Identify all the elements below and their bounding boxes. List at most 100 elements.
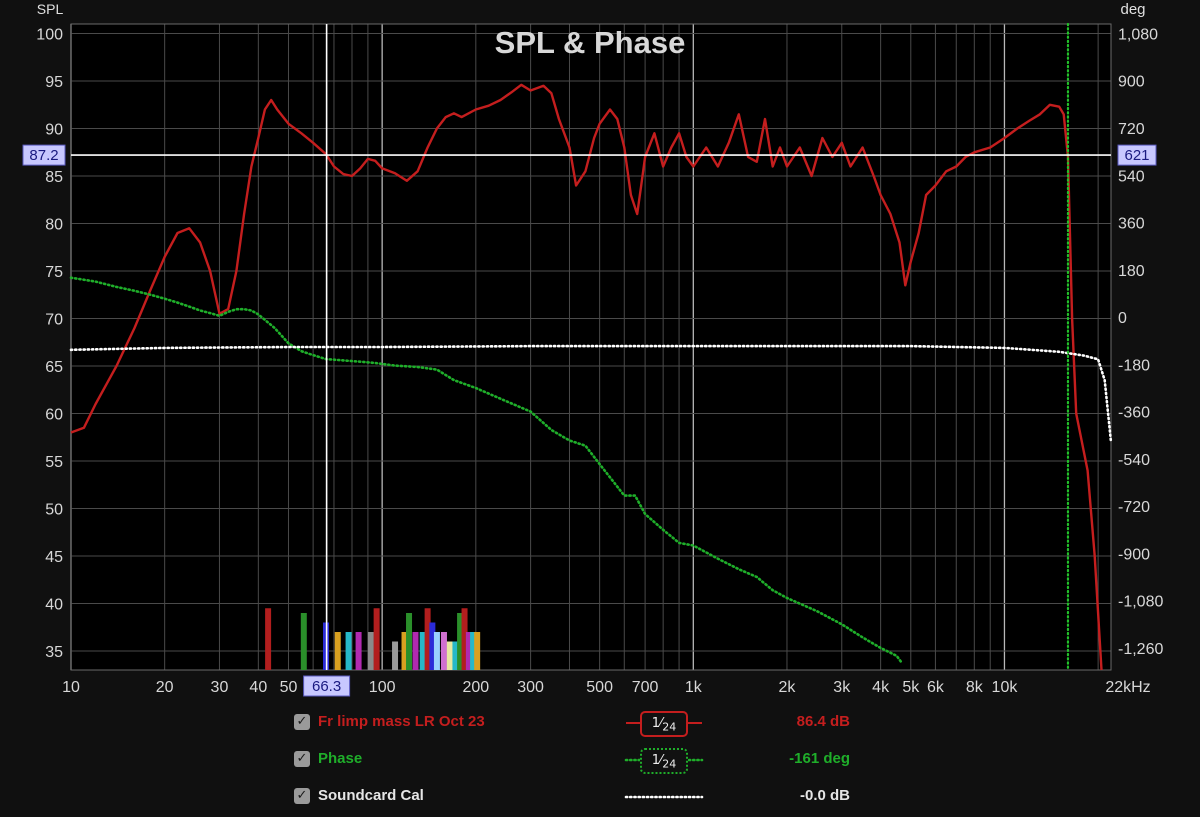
y-left-tick-label: 90 <box>45 122 63 139</box>
x-tick-label: 10 <box>62 679 80 696</box>
impulse-bar <box>452 641 459 670</box>
impulse-bar <box>433 632 440 670</box>
smoothing-denominator: 24 <box>662 720 677 734</box>
cursor-frequency-readout: 66.3 <box>312 678 341 695</box>
smoothing-numerator: 1 <box>651 753 661 768</box>
smoothing-slash: ⁄ <box>660 716 663 731</box>
impulse-bar <box>392 641 399 670</box>
legend-row: ✓ Fr limp mass LR Oct 23 1⁄24 86.4 dB <box>294 710 894 737</box>
x-tick-label: 10k <box>992 679 1019 696</box>
legend-line-swatch[interactable]: 1⁄24 <box>624 710 704 737</box>
impulse-bar <box>406 613 413 670</box>
y-left-tick-label: 35 <box>45 644 63 661</box>
y-left-tick-label: 85 <box>45 169 63 186</box>
cursor-spl-readout: 87.2 <box>29 147 58 164</box>
cursor-phase-readout-box <box>1117 144 1157 166</box>
y-left-tick-label: 70 <box>45 312 63 329</box>
smoothing-slash: ⁄ <box>660 753 663 768</box>
x-tick-label: 5k <box>902 679 920 696</box>
impulse-bar <box>440 632 447 670</box>
spl-line <box>70 83 1103 671</box>
impulse-bar <box>419 632 426 670</box>
y-right-tick-label: 360 <box>1118 216 1145 233</box>
legend-line-swatch[interactable] <box>624 784 704 810</box>
y-right-axis-title: deg <box>1120 1 1145 18</box>
smoothing-numerator: 1 <box>651 716 661 731</box>
x-tick-label: 100 <box>369 679 396 696</box>
y-right-tick-label: 0 <box>1118 310 1127 327</box>
legend-value: 86.4 dB <box>796 713 850 730</box>
impulse-bar <box>265 608 272 670</box>
x-tick-label: 2k <box>779 679 797 696</box>
x-tick-label: 200 <box>462 679 489 696</box>
x-axis-unit-label: 22kHz <box>1105 679 1150 696</box>
y-right-tick-label: -720 <box>1118 499 1150 516</box>
x-tick-label: 20 <box>156 679 174 696</box>
soundcard-cal-line <box>69 344 1113 444</box>
y-right-tick-label: 900 <box>1118 74 1145 91</box>
cursor-phase-readout: 621 <box>1124 147 1149 164</box>
y-right-tick-label: 720 <box>1118 121 1145 138</box>
x-tick-label: 500 <box>586 679 613 696</box>
x-tick-label: 8k <box>966 679 984 696</box>
y-right-tick-label: -360 <box>1118 405 1150 422</box>
y-right-tick-label: 180 <box>1118 263 1145 280</box>
legend-series-name: Phase <box>318 750 363 767</box>
cursor[interactable]: 87.2 621 66.3 <box>22 22 1157 697</box>
chart-title: SPL & Phase <box>495 25 686 60</box>
impulse-bar <box>345 632 352 670</box>
y-left-tick-label: 45 <box>45 549 63 566</box>
impulse-bar <box>401 632 408 670</box>
legend-checkbox[interactable]: ✓ <box>294 714 310 730</box>
impulse-bar <box>446 641 453 670</box>
impulse-bar <box>470 632 477 670</box>
impulse-bar <box>367 632 374 670</box>
y-right-tick-label: -540 <box>1118 452 1150 469</box>
smoothing-badge[interactable]: 1⁄24 <box>640 748 688 774</box>
cursor-spl-readout-box <box>22 144 66 166</box>
x-tick-label: 50 <box>280 679 298 696</box>
phase-line <box>69 276 904 665</box>
y-left-tick-label: 75 <box>45 264 63 281</box>
legend-line-swatch[interactable]: 1⁄24 <box>624 747 704 774</box>
impulse-bar <box>355 632 362 670</box>
impulse-bar <box>412 632 419 670</box>
y-left-tick-label: 100 <box>36 27 63 44</box>
legend-checkbox[interactable]: ✓ <box>294 788 310 804</box>
impulse-bar <box>465 632 472 670</box>
x-tick-label: 1k <box>685 679 703 696</box>
legend-checkbox[interactable]: ✓ <box>294 751 310 767</box>
series-lines <box>69 83 1113 671</box>
y-right-tick-label: 1,080 <box>1118 26 1158 43</box>
y-right-tick-label: -900 <box>1118 546 1150 563</box>
x-tick-label: 30 <box>211 679 229 696</box>
x-tick-label: 700 <box>632 679 659 696</box>
impulse-bar <box>457 613 464 670</box>
axis-labels: SPL deg100959085807570656055504540351,080… <box>36 1 1163 696</box>
y-right-tick-label: -1,260 <box>1118 641 1163 658</box>
x-tick-label: 300 <box>517 679 544 696</box>
smoothing-badge[interactable]: 1⁄24 <box>640 711 688 737</box>
y-left-tick-label: 50 <box>45 502 63 519</box>
legend-row: ✓ Soundcard Cal -0.0 dB <box>294 784 894 810</box>
impulse-bar <box>424 608 431 670</box>
legend-series-name: Soundcard Cal <box>318 787 424 804</box>
legend-series-name: Fr limp mass LR Oct 23 <box>318 713 485 730</box>
impulse-bar <box>334 632 341 670</box>
impulse-bar <box>429 622 436 670</box>
cursor-frequency-readout-box <box>303 675 351 697</box>
x-tick-label: 4k <box>872 679 890 696</box>
y-left-tick-label: 60 <box>45 407 63 424</box>
y-left-tick-label: 40 <box>45 597 63 614</box>
y-right-tick-label: -180 <box>1118 357 1150 374</box>
impulse-bar <box>461 608 468 670</box>
y-right-tick-label: 540 <box>1118 168 1145 185</box>
legend-value: -0.0 dB <box>799 787 850 804</box>
y-left-tick-label: 80 <box>45 217 63 234</box>
x-tick-label: 6k <box>927 679 945 696</box>
y-left-tick-label: 95 <box>45 74 63 91</box>
x-tick-label: 3k <box>833 679 851 696</box>
y-left-tick-label: 65 <box>45 359 63 376</box>
legend-row: ✓ Phase 1⁄24 -161 deg <box>294 747 894 774</box>
